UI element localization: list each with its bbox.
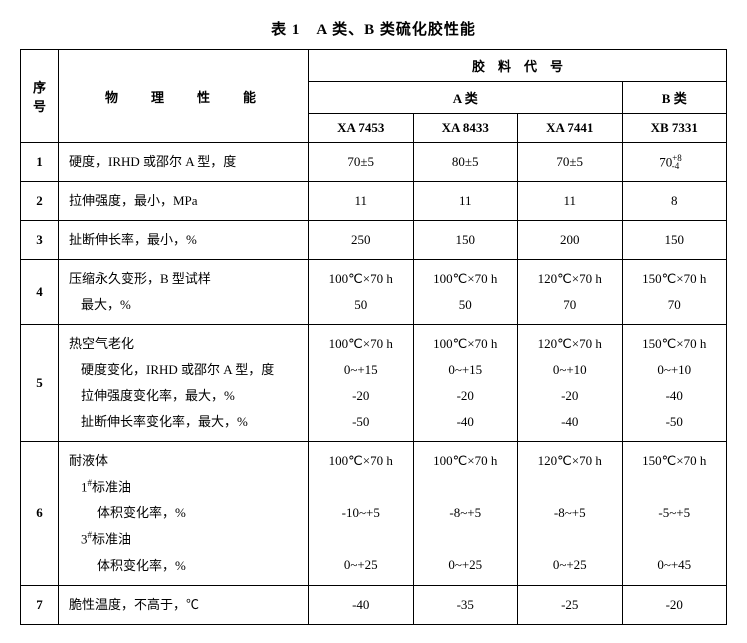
cell-value: 11 xyxy=(413,182,518,221)
cell-value: 150 xyxy=(622,221,727,260)
table-row: 3扯断伸长率，最小，%250150200150 xyxy=(21,221,727,260)
cell-value: 70+8-4 xyxy=(622,143,727,182)
cell-value: 150℃×70 h70 xyxy=(622,260,727,325)
cell-value: 200 xyxy=(518,221,623,260)
cell-prop: 耐液体1#标准油体积变化率，%3#标准油体积变化率，% xyxy=(59,442,309,586)
cell-value: 100℃×70 h -10~+5 0~+25 xyxy=(309,442,414,586)
cell-value: 120℃×70 h70 xyxy=(518,260,623,325)
th-c3: XA 7441 xyxy=(518,114,623,143)
cell-value: -35 xyxy=(413,585,518,624)
th-groupB: B 类 xyxy=(622,82,727,114)
spec-table: 序号 物 理 性 能 胶 料 代 号 A 类 B 类 XA 7453 XA 84… xyxy=(20,49,727,625)
cell-seq: 1 xyxy=(21,143,59,182)
cell-prop: 热空气老化硬度变化，IRHD 或邵尔 A 型，度拉伸强度变化率，最大，%扯断伸长… xyxy=(59,325,309,442)
th-seq: 序号 xyxy=(21,50,59,143)
cell-prop: 拉伸强度，最小，MPa xyxy=(59,182,309,221)
cell-value: 100℃×70 h0~+15-20-40 xyxy=(413,325,518,442)
table-row: 2拉伸强度，最小，MPa1111118 xyxy=(21,182,727,221)
table-row: 7脆性温度，不高于，℃-40-35-25-20 xyxy=(21,585,727,624)
th-c4: XB 7331 xyxy=(622,114,727,143)
cell-seq: 5 xyxy=(21,325,59,442)
cell-value: 11 xyxy=(518,182,623,221)
cell-prop: 硬度，IRHD 或邵尔 A 型，度 xyxy=(59,143,309,182)
cell-value: 70±5 xyxy=(518,143,623,182)
th-c2: XA 8433 xyxy=(413,114,518,143)
cell-value: 250 xyxy=(309,221,414,260)
table-row: 6耐液体1#标准油体积变化率，%3#标准油体积变化率，%100℃×70 h -1… xyxy=(21,442,727,586)
cell-value: 100℃×70 h0~+15-20-50 xyxy=(309,325,414,442)
cell-seq: 6 xyxy=(21,442,59,586)
cell-value: 120℃×70 h -8~+5 0~+25 xyxy=(518,442,623,586)
cell-value: 80±5 xyxy=(413,143,518,182)
cell-value: 100℃×70 h -8~+5 0~+25 xyxy=(413,442,518,586)
cell-value: 150℃×70 h0~+10-40-50 xyxy=(622,325,727,442)
cell-value: -40 xyxy=(309,585,414,624)
cell-seq: 2 xyxy=(21,182,59,221)
cell-seq: 7 xyxy=(21,585,59,624)
cell-value: 150℃×70 h -5~+5 0~+45 xyxy=(622,442,727,586)
table-row: 1硬度，IRHD 或邵尔 A 型，度70±580±570±570+8-4 xyxy=(21,143,727,182)
cell-value: 100℃×70 h50 xyxy=(413,260,518,325)
cell-seq: 4 xyxy=(21,260,59,325)
cell-seq: 3 xyxy=(21,221,59,260)
th-colgroup: 胶 料 代 号 xyxy=(309,50,727,82)
cell-value: -25 xyxy=(518,585,623,624)
cell-prop: 压缩永久变形，B 型试样最大，% xyxy=(59,260,309,325)
cell-value: 150 xyxy=(413,221,518,260)
cell-value: -20 xyxy=(622,585,727,624)
table-row: 4压缩永久变形，B 型试样最大，%100℃×70 h50100℃×70 h501… xyxy=(21,260,727,325)
th-groupA: A 类 xyxy=(309,82,623,114)
cell-value: 100℃×70 h50 xyxy=(309,260,414,325)
cell-prop: 脆性温度，不高于，℃ xyxy=(59,585,309,624)
cell-value: 120℃×70 h0~+10-20-40 xyxy=(518,325,623,442)
cell-value: 8 xyxy=(622,182,727,221)
cell-value: 11 xyxy=(309,182,414,221)
cell-value: 70±5 xyxy=(309,143,414,182)
th-prop: 物 理 性 能 xyxy=(59,50,309,143)
table-row: 5热空气老化硬度变化，IRHD 或邵尔 A 型，度拉伸强度变化率，最大，%扯断伸… xyxy=(21,325,727,442)
th-c1: XA 7453 xyxy=(309,114,414,143)
cell-prop: 扯断伸长率，最小，% xyxy=(59,221,309,260)
table-title: 表 1 A 类、B 类硫化胶性能 xyxy=(20,18,727,39)
